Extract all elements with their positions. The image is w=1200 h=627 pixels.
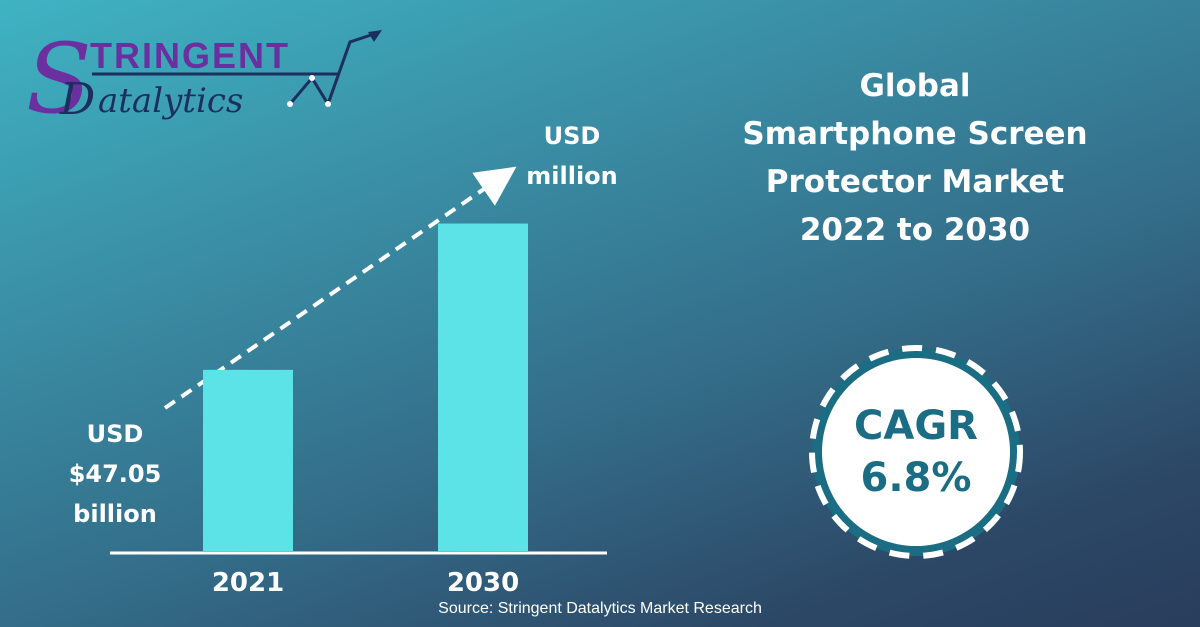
title-line-1: Global — [859, 68, 971, 104]
title-line-4: 2022 to 2030 — [799, 212, 1031, 248]
x-tick-label-2021: 2021 — [211, 568, 285, 598]
logo-top-text: TRINGENT — [90, 35, 290, 76]
start-label-line-3: billion — [73, 500, 157, 528]
end-label-line-1: USD — [543, 122, 601, 150]
end-label-line-2: million — [526, 162, 618, 190]
cagr-badge-text: CAGR 6.8% — [806, 342, 1026, 562]
cagr-label: CAGR — [854, 403, 978, 449]
trend-arrow — [163, 166, 517, 410]
start-label-line-1: USD — [86, 420, 144, 448]
bar-2021 — [203, 369, 293, 551]
title-line-2: Smartphone Screen — [742, 116, 1088, 152]
logo-d-letter: D — [59, 74, 95, 125]
x-tick-label-2030: 2030 — [446, 568, 520, 598]
bar-chart — [163, 166, 528, 551]
bar-2030 — [438, 223, 528, 551]
start-label-line-2: $47.05 — [68, 460, 162, 488]
source-note: Source: Stringent Datalytics Market Rese… — [438, 600, 762, 617]
cagr-badge — [809, 345, 1023, 559]
start-value-label: USD $47.05 billion — [55, 414, 175, 534]
stringent-datalytics-logo: S TRINGENT D atalytics — [26, 23, 382, 130]
title-line-3: Protector Market — [765, 164, 1065, 200]
logo-bottom-text: atalytics — [98, 81, 243, 121]
logo-s-letter: S — [26, 23, 92, 130]
end-value-label: USD million — [512, 116, 632, 196]
chart-title: Global Smartphone Screen Protector Marke… — [700, 62, 1130, 254]
cagr-value: 6.8% — [860, 455, 972, 501]
